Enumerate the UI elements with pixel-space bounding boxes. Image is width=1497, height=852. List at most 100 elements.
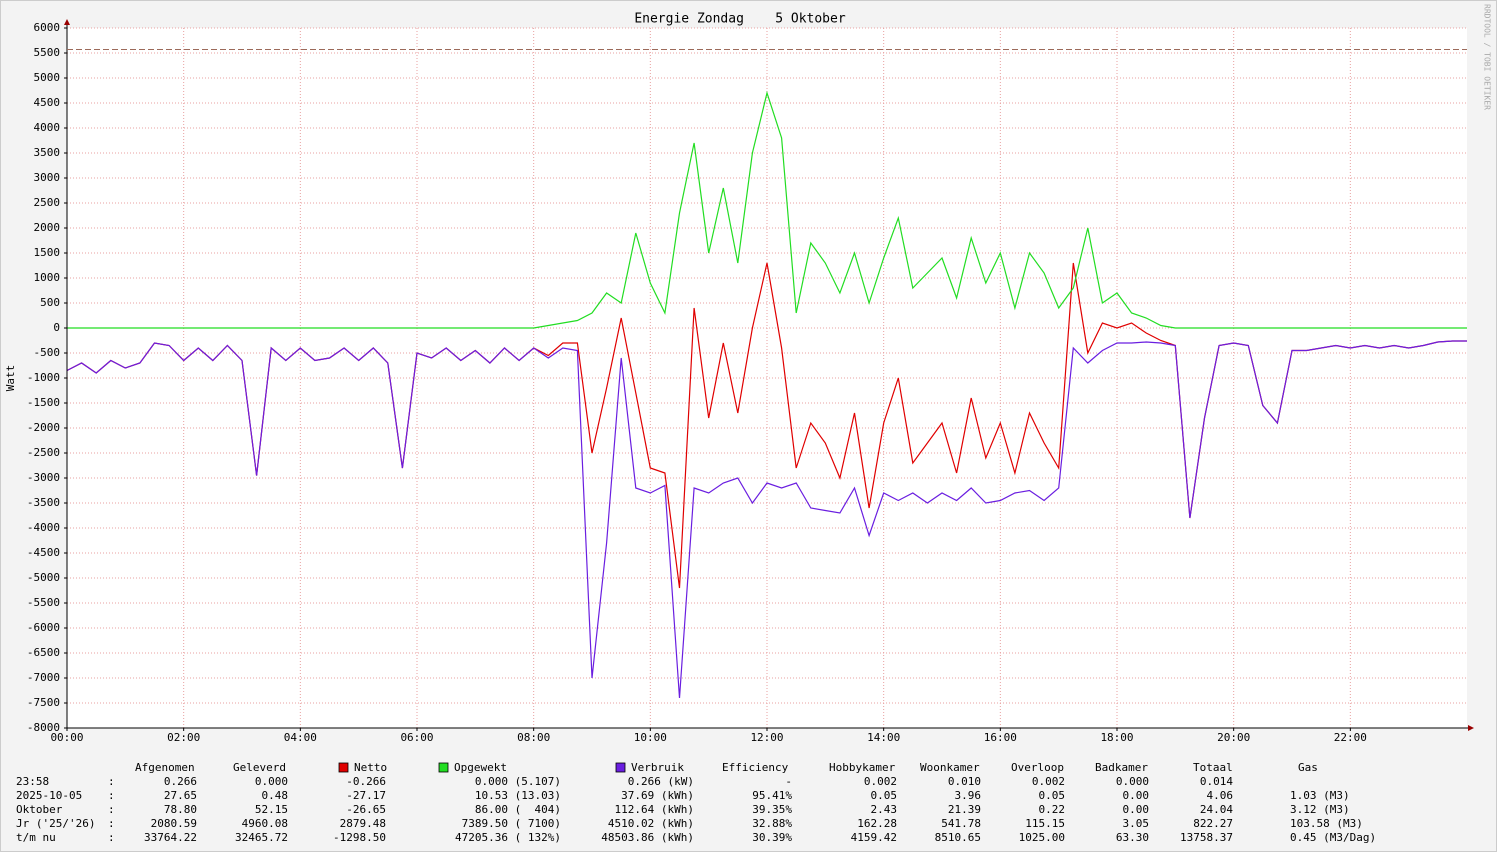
chart-title: Energie Zondag 5 Oktober xyxy=(634,12,845,27)
row-label: 23:58 xyxy=(16,775,49,788)
legend-entry: Netto xyxy=(354,761,387,774)
y-tick-label: 2000 xyxy=(34,221,61,234)
table-cell: 21.39 xyxy=(948,803,981,816)
row-separator: : xyxy=(108,817,115,830)
table-header: Woonkamer xyxy=(920,761,980,774)
y-tick-label: -8000 xyxy=(27,721,60,734)
table-cell: 2.43 xyxy=(871,803,898,816)
table-cell: 0.000 xyxy=(255,775,288,788)
table-cell: 78.80 xyxy=(164,803,197,816)
y-tick-label: 2500 xyxy=(34,196,61,209)
y-tick-label: -6000 xyxy=(27,621,60,634)
row-label: Jr ('25/'26) xyxy=(16,817,95,830)
table-cell: 13758.37 xyxy=(1180,831,1233,844)
table-cell: 7389.50 ( 7100) xyxy=(462,817,561,830)
table-header: Totaal xyxy=(1193,761,1233,774)
table-cell: 1.03 (M3) xyxy=(1290,789,1350,802)
row-separator: : xyxy=(108,789,115,802)
x-tick-label: 16:00 xyxy=(984,731,1017,744)
y-tick-label: -3000 xyxy=(27,471,60,484)
table-cell: 30.39% xyxy=(752,831,792,844)
y-tick-label: -1000 xyxy=(27,371,60,384)
table-cell: 2879.48 xyxy=(340,817,386,830)
y-tick-label: -7500 xyxy=(27,696,60,709)
table-cell: 822.27 xyxy=(1193,817,1233,830)
table-cell: 0.48 xyxy=(262,789,289,802)
table-cell: 0.22 xyxy=(1039,803,1066,816)
table-cell: 0.002 xyxy=(1032,775,1065,788)
table-cell: 0.000 (5.107) xyxy=(475,775,561,788)
table-cell: 0.014 xyxy=(1200,775,1233,788)
table-cell: 39.35% xyxy=(752,803,792,816)
y-tick-label: -1500 xyxy=(27,396,60,409)
y-tick-label: 6000 xyxy=(34,21,61,34)
table-cell: 162.28 xyxy=(857,817,897,830)
y-tick-label: 3500 xyxy=(34,146,61,159)
table-cell: 32465.72 xyxy=(235,831,288,844)
table-cell: 95.41% xyxy=(752,789,792,802)
y-tick-label: 3000 xyxy=(34,171,61,184)
y-tick-label: 1000 xyxy=(34,271,61,284)
table-cell: 2080.59 xyxy=(151,817,197,830)
table-cell: -27.17 xyxy=(346,789,386,802)
table-cell: 63.30 xyxy=(1116,831,1149,844)
x-tick-label: 08:00 xyxy=(517,731,550,744)
row-separator: : xyxy=(108,775,115,788)
table-cell: 24.04 xyxy=(1200,803,1233,816)
x-tick-label: 06:00 xyxy=(400,731,433,744)
table-cell: 4960.08 xyxy=(242,817,288,830)
table-cell: 0.05 xyxy=(1039,789,1066,802)
x-tick-label: 14:00 xyxy=(867,731,900,744)
table-cell: 33764.22 xyxy=(144,831,197,844)
table-cell: 0.45 (M3/Dag) xyxy=(1290,831,1376,844)
row-label: Oktober xyxy=(16,803,63,816)
table-header: Gas xyxy=(1298,761,1318,774)
y-tick-label: 5500 xyxy=(34,46,61,59)
legend-entry: Verbruik xyxy=(631,761,684,774)
legend-entry: Opgewekt xyxy=(454,761,507,774)
table-header: Geleverd xyxy=(233,761,286,774)
y-tick-label: -2000 xyxy=(27,421,60,434)
table-cell: 37.69 (kWh) xyxy=(621,789,694,802)
table-header: Afgenomen xyxy=(135,761,195,774)
table-cell: 0.00 xyxy=(1123,803,1150,816)
legend-swatch xyxy=(438,762,449,773)
y-tick-label: -5500 xyxy=(27,596,60,609)
table-cell: 0.00 xyxy=(1123,789,1150,802)
table-cell: 103.58 (M3) xyxy=(1290,817,1363,830)
x-tick-label: 04:00 xyxy=(284,731,317,744)
table-cell: 0.010 xyxy=(948,775,981,788)
y-tick-label: 500 xyxy=(40,296,60,309)
table-cell: -0.266 xyxy=(346,775,386,788)
table-cell: 4159.42 xyxy=(851,831,897,844)
table-cell: 1025.00 xyxy=(1019,831,1065,844)
table-cell: 48503.86 (kWh) xyxy=(601,831,694,844)
lines xyxy=(66,90,1467,699)
row-separator: : xyxy=(108,803,115,816)
table-cell: - xyxy=(785,775,792,788)
y-tick-label: -2500 xyxy=(27,446,60,459)
table-cell: 112.64 (kWh) xyxy=(615,803,694,816)
watermark: RRDTOOL / TOBI OETIKER xyxy=(1483,4,1492,110)
table-header: Efficiency xyxy=(722,761,789,774)
y-tick-label: 1500 xyxy=(34,246,61,259)
y-tick-label: -500 xyxy=(34,346,61,359)
y-axis-label: Watt xyxy=(4,365,17,392)
series-line xyxy=(66,340,1467,699)
x-tick-label: 22:00 xyxy=(1334,731,1367,744)
x-tick-label: 12:00 xyxy=(750,731,783,744)
x-arrow xyxy=(1468,725,1474,731)
table-cell: 0.002 xyxy=(864,775,897,788)
table-cell: 52.15 xyxy=(255,803,288,816)
grid xyxy=(66,27,1467,729)
y-tick-label: -3500 xyxy=(27,496,60,509)
table-cell: 0.266 xyxy=(164,775,197,788)
y-tick-label: -4500 xyxy=(27,546,60,559)
row-label: t/m nu xyxy=(16,831,56,844)
y-tick-label: -4000 xyxy=(27,521,60,534)
table-cell: 27.65 xyxy=(164,789,197,802)
legend-swatch xyxy=(615,762,626,773)
table-cell: 0.05 xyxy=(871,789,898,802)
table-cell: 0.000 xyxy=(1116,775,1149,788)
table-cell: 10.53 (13.03) xyxy=(475,789,561,802)
